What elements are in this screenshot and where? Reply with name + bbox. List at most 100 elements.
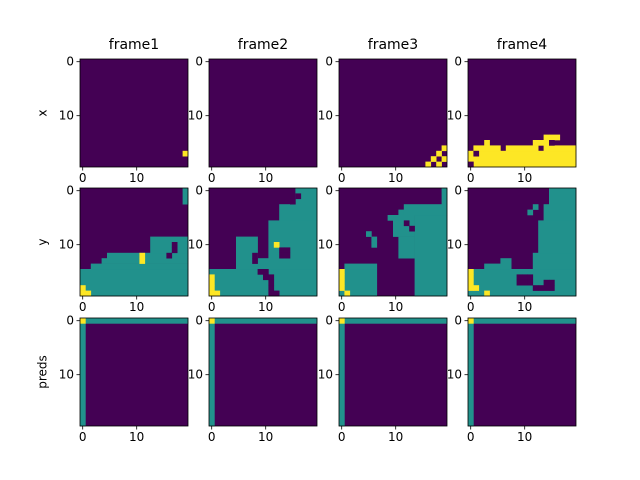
row-label-preds: preds (36, 355, 50, 389)
heatmap-cell (284, 252, 291, 259)
heatmap-block (150, 236, 189, 254)
heatmap-block (549, 134, 561, 141)
x-tick-label: 0 (467, 300, 475, 314)
heatmap-cell (290, 198, 296, 205)
heatmap-block (403, 204, 448, 216)
y-tick-label: 0 (195, 314, 203, 328)
heatmap-block (484, 140, 490, 146)
y-tick-label: 10 (318, 109, 333, 123)
y-tick-label: 0 (454, 184, 462, 198)
heatmap-block (505, 145, 539, 152)
panel-y-frame4: 0 0 10 10 (447, 184, 577, 314)
row-label-x: x (36, 109, 50, 116)
heatmap-cell (339, 285, 345, 291)
heatmap-block (484, 263, 507, 270)
heatmap-cell (268, 290, 275, 297)
x-tick-label: 0 (79, 430, 87, 444)
heatmap-block (500, 258, 512, 270)
panel-background (80, 59, 188, 167)
heatmap-block (549, 188, 577, 205)
axes-frame (467, 317, 577, 427)
heatmap-cell (209, 290, 215, 297)
heatmap-block (339, 318, 448, 324)
heatmap-block (532, 252, 577, 270)
y-tick-label: 10 (318, 238, 333, 252)
y-tick-label: 0 (66, 184, 74, 198)
x-tick-label: 10 (517, 171, 532, 185)
x-tick-label: 0 (338, 300, 346, 314)
heatmap-cell (339, 274, 345, 281)
heatmap-cell (468, 269, 474, 275)
heatmap-cell (80, 318, 86, 324)
panel-preds-frame1: 0 0 10 10 (59, 314, 189, 444)
heatmap-cell (344, 290, 351, 297)
heatmap-cell (549, 285, 555, 291)
heatmap-cell (543, 279, 550, 286)
heatmap-block (268, 220, 318, 259)
heatmap-block (468, 318, 577, 324)
panel-x-frame3: 0 0 10 10 (318, 55, 448, 185)
panel-preds-frame3: 0 0 10 10 (318, 314, 448, 444)
heatmap-cell (80, 285, 86, 291)
heatmap-cell (279, 252, 285, 259)
heatmap-cell (468, 274, 474, 281)
y-tick-label: 10 (188, 238, 203, 252)
heatmap-cell (468, 161, 474, 168)
heatmap-cell (263, 274, 269, 281)
heatmap-cell (295, 193, 302, 200)
heatmap-cell (516, 274, 523, 281)
heatmap-cell (252, 258, 258, 264)
heatmap-cell (549, 279, 555, 286)
heatmap-block (80, 269, 189, 297)
x-tick-label: 0 (208, 430, 216, 444)
panel-x-frame2: 0 0 10 10 (188, 55, 318, 185)
y-tick-label: 0 (66, 55, 74, 69)
heatmap-cell (284, 247, 291, 254)
heatmap-cell (468, 279, 474, 286)
y-tick-label: 0 (454, 55, 462, 69)
heatmap-cell (339, 279, 345, 286)
panel-x-frame4: 0 0 10 10 (447, 55, 577, 185)
heatmap-block (468, 323, 474, 427)
heatmap-cell (532, 285, 539, 291)
heatmap-block (236, 258, 318, 270)
heatmap-cell (522, 274, 528, 281)
panel-y-frame2: 0 0 10 10 (188, 184, 318, 314)
panel-background (209, 318, 317, 426)
heatmap-cell (209, 318, 215, 324)
heatmap-cell (425, 161, 432, 168)
heatmap-cell (339, 269, 345, 275)
x-tick-label: 0 (208, 300, 216, 314)
heatmap-cell (371, 242, 378, 248)
heatmap-block (90, 263, 189, 270)
x-tick-label: 0 (338, 430, 346, 444)
x-tick-label: 0 (467, 171, 475, 185)
heatmap-cell (279, 247, 285, 254)
heatmap-cell (339, 318, 345, 324)
heatmap-block (538, 220, 577, 254)
panel-y-frame1: 0 0 10 10 (59, 184, 189, 314)
axes-frame (208, 317, 318, 427)
heatmap-cell (85, 290, 92, 297)
panel-preds-frame4: 0 0 10 10 (447, 314, 577, 444)
y-tick-label: 0 (195, 184, 203, 198)
y-tick-label: 10 (188, 109, 203, 123)
heatmap-block (80, 318, 189, 324)
axes-frame (79, 58, 189, 168)
heatmap-block (107, 252, 189, 259)
heatmap-cell (543, 285, 550, 291)
heatmap-block (209, 318, 318, 324)
heatmap-block (414, 215, 448, 297)
x-tick-label: 0 (338, 171, 346, 185)
axes-frame (79, 317, 189, 427)
y-tick-label: 10 (59, 238, 74, 252)
heatmap-block (468, 150, 577, 168)
y-tick-label: 0 (325, 184, 333, 198)
x-tick-label: 0 (208, 171, 216, 185)
heatmap-cell (409, 225, 415, 232)
axes-frame (79, 187, 189, 297)
y-tick-label: 0 (325, 314, 333, 328)
heatmap-cell (473, 285, 480, 291)
y-tick-label: 0 (66, 314, 74, 328)
y-tick-label: 0 (195, 55, 203, 69)
